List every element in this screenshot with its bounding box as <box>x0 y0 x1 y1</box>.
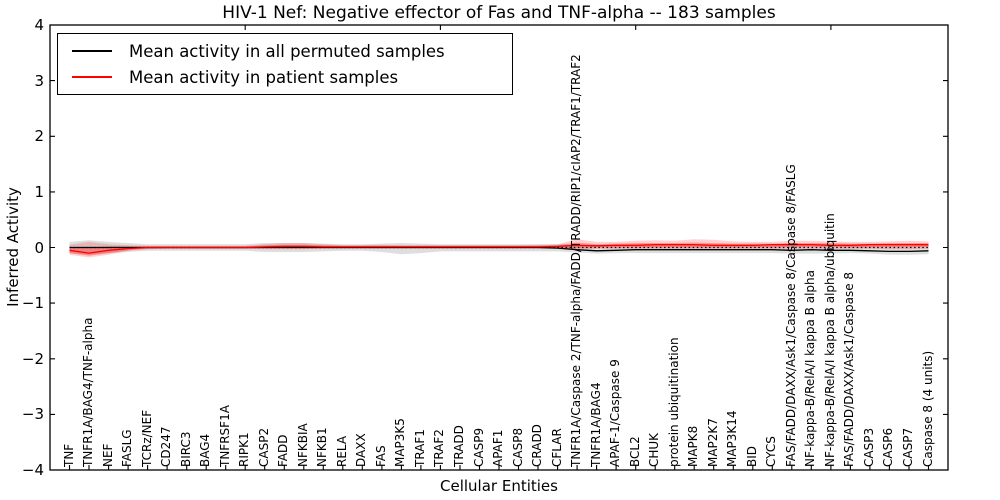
legend-label-permuted: Mean activity in all permuted samples <box>129 41 445 61</box>
x-tick-label: TCRz/NEF <box>139 409 154 467</box>
x-tick-label: MAP2K7 <box>705 418 720 467</box>
x-tick-label: NFKB1 <box>315 427 330 467</box>
y-tick-label: 2 <box>34 127 44 146</box>
x-tick-label: RIPK1 <box>237 432 252 467</box>
x-tick-label: TRAF2 <box>432 429 447 467</box>
x-tick-label: CRADD <box>530 424 544 467</box>
x-tick-label: TNFR1A/BAG4 <box>588 382 603 467</box>
x-tick-label: FAS/FADD/DAXX/Ask1/Caspase 8 <box>842 271 857 467</box>
x-tick-label: CASP3 <box>861 427 876 467</box>
x-tick-label: BCL2 <box>627 436 642 467</box>
x-tick-label: TNFRSF1A <box>217 405 232 467</box>
x-tick-label: NF-kappa-B/RelA/I kappa B alpha/ubiquiti… <box>822 213 837 467</box>
x-tick-label: MAPK8 <box>686 425 701 467</box>
x-tick-label: CD247 <box>159 426 174 467</box>
x-tick-label: DAXX <box>354 433 369 467</box>
x-tick-label: BIRC3 <box>178 431 193 467</box>
legend: Mean activity in all permuted samples Me… <box>57 33 513 95</box>
x-tick-label: CFLAR <box>549 428 564 467</box>
x-tick-label: Caspase 8 (4 units) <box>920 350 935 467</box>
band-patient-outer <box>69 239 929 258</box>
x-tick-label: BAG4 <box>198 433 213 467</box>
x-tick-label: CASP6 <box>881 427 896 467</box>
y-tick-label: 0 <box>34 238 44 257</box>
y-tick-label: 4 <box>34 16 44 34</box>
x-tick-label: FADD <box>276 434 291 468</box>
x-tick-label: CASP7 <box>901 427 915 467</box>
y-tick-label: −4 <box>21 461 44 479</box>
legend-item-patient: Mean activity in patient samples <box>72 68 512 87</box>
x-tick-label: NFKBIA <box>295 423 310 467</box>
x-tick-label: MAP3K14 <box>725 410 740 467</box>
x-tick-label: FAS <box>373 445 388 467</box>
chart-title: HIV-1 Nef: Negative effector of Fas and … <box>222 3 776 23</box>
x-tick-label: CASP9 <box>471 427 486 467</box>
x-tick-label: NEF <box>100 443 115 467</box>
y-tick-label: 1 <box>34 182 44 201</box>
patient-mean-line <box>69 244 929 254</box>
legend-line-sample-red <box>72 76 112 78</box>
x-tick-label: APAF1 <box>491 429 505 467</box>
x-tick-label: CASP8 <box>510 427 525 467</box>
legend-line-sample-black <box>72 50 112 52</box>
x-tick-label: TNF <box>61 443 76 467</box>
y-tick-label: 3 <box>34 71 44 90</box>
legend-label-patient: Mean activity in patient samples <box>129 67 399 87</box>
legend-item-permuted: Mean activity in all permuted samples <box>72 42 512 61</box>
x-tick-label: FASLG <box>120 429 135 467</box>
y-tick-label: −1 <box>21 294 44 313</box>
axis-ticks <box>50 24 948 471</box>
y-tick-label: −3 <box>21 405 44 424</box>
x-tick-label: FAS/FADD/DAXX/Ask1/Caspase 8/Caspase 8/F… <box>783 164 798 467</box>
x-tick-label: CYCS <box>764 436 779 467</box>
x-tick-label: protein ubiquitination <box>666 337 681 467</box>
x-tick-label: BID <box>744 445 759 467</box>
x-tick-label: CHUK <box>647 432 662 467</box>
x-tick-label: TNFR1A/Caspase 2/TNF-alpha/FADD/TRADD/RI… <box>569 54 584 467</box>
x-tick-label: NF-kappa-B/RelA/I kappa B alpha <box>803 270 818 467</box>
y-axis-title: Inferred Activity <box>4 187 22 307</box>
x-tick-label: TRADD <box>452 425 466 467</box>
y-tick-label: −2 <box>21 349 44 368</box>
x-tick-label: CASP2 <box>256 427 271 467</box>
x-tick-label: MAP3K5 <box>393 418 408 467</box>
x-tick-label: APAF-1/Caspase 9 <box>608 359 623 467</box>
x-tick-label: RELA <box>334 435 349 467</box>
x-tick-label: TNFR1A/BAG4/TNF-alpha <box>81 317 95 467</box>
x-tick-label: TRAF1 <box>412 429 427 467</box>
x-axis-title: Cellular Entities <box>440 477 558 495</box>
